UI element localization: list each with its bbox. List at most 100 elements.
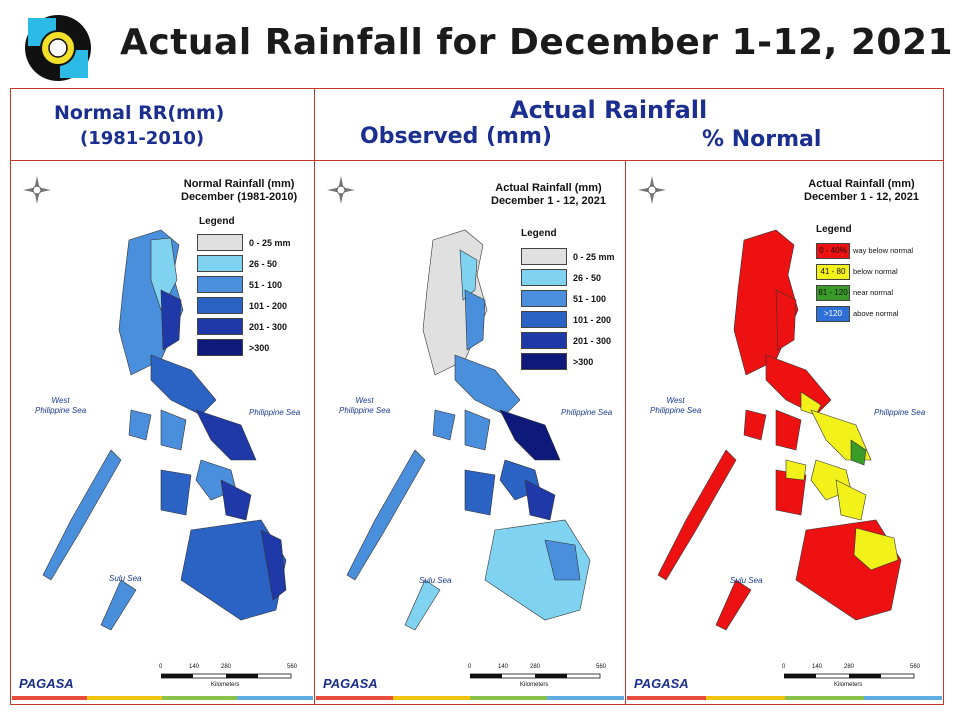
percent-map-title-line1: Actual Rainfall (mm): [808, 178, 915, 190]
normal-rr-label: Normal RR(mm): [54, 102, 225, 124]
legend-item: 51 - 100: [521, 288, 615, 309]
normal-rainfall-map: Normal Rainfall (mm) December (1981-2010…: [11, 160, 314, 700]
legend-swatch: [197, 276, 243, 293]
percent-map-title-line2: December 1 - 12, 2021: [804, 191, 919, 203]
normal-map-title: Normal Rainfall (mm) December (1981-2010…: [181, 178, 297, 204]
legend-item: 51 - 100: [197, 274, 291, 295]
legend-item: 101 - 200: [197, 295, 291, 316]
legend-swatch: [197, 255, 243, 272]
legend-label: 0 - 25 mm: [573, 251, 615, 262]
observed-label: Observed (mm): [360, 124, 552, 149]
scale-tick-560: 560: [910, 664, 921, 670]
philippine-sea-label: Philippine Sea: [249, 408, 301, 417]
scale-bar: [161, 673, 292, 679]
scale-tick-140: 140: [812, 664, 823, 670]
legend-swatch: [521, 248, 567, 265]
legend-label: 101 - 200: [573, 314, 612, 325]
legend-label: 101 - 200: [249, 300, 288, 311]
west-sea-line2: Philippine Sea: [339, 406, 391, 415]
compass-icon: [638, 176, 666, 204]
scale-tick-280: 280: [844, 664, 855, 670]
legend-item: 26 - 50: [521, 267, 615, 288]
legend-swatch: [521, 353, 567, 370]
actual-rainfall-label: Actual Rainfall: [510, 96, 708, 124]
observed-map-title-line2: December 1 - 12, 2021: [491, 195, 606, 207]
scale-tick-0: 0: [782, 664, 786, 670]
west-sea-line1: West: [51, 396, 70, 405]
scale-bar: [470, 673, 601, 679]
scale-tick-0: 0: [159, 664, 163, 670]
philippines-map-shape: [42, 229, 287, 631]
legend-swatch: [197, 234, 243, 251]
west-sea-line1: West: [666, 396, 685, 405]
legend-item: 81 - 120 near normal: [816, 282, 913, 303]
sulu-sea-label: Sulu Sea: [730, 576, 763, 585]
west-philippine-sea-label: West Philippine Sea: [650, 396, 701, 416]
scale-unit: Kilometers: [520, 682, 549, 688]
legend-item: 0 - 25 mm: [197, 232, 291, 253]
observed-map-title-line1: Actual Rainfall (mm): [495, 182, 602, 194]
sulu-sea-label: Sulu Sea: [419, 576, 452, 585]
scale-tick-560: 560: [596, 664, 607, 670]
normal-period-label: (1981-2010): [80, 128, 205, 149]
scale-bar: [784, 673, 915, 679]
compass-icon: [327, 176, 355, 204]
legend-label: way below normal: [853, 246, 914, 255]
legend-swatch: 81 - 120: [816, 284, 850, 301]
philippines-map-shape: [346, 229, 591, 631]
percent-map-title: Actual Rainfall (mm) December 1 - 12, 20…: [804, 178, 919, 204]
page-title: Actual Rainfall for December 1-12, 2021: [120, 22, 954, 63]
legend-label: >300: [573, 356, 594, 367]
legend-swatch: [197, 318, 243, 335]
west-philippine-sea-label: West Philippine Sea: [339, 396, 390, 416]
west-sea-line2: Philippine Sea: [35, 406, 87, 415]
legend-label: above normal: [853, 309, 899, 318]
legend-item: >300: [197, 337, 291, 358]
observed-rainfall-map: Actual Rainfall (mm) December 1 - 12, 20…: [315, 160, 625, 700]
legend-swatch: [521, 332, 567, 349]
legend-label: near normal: [853, 288, 894, 297]
percent-legend: 0 - 40% way below normal 41 - 80 below nor…: [816, 240, 913, 324]
philippine-sea-label: Philippine Sea: [561, 408, 613, 417]
pagasa-logo-icon: [25, 15, 91, 81]
compass-icon: [23, 176, 51, 204]
scale-tick-280: 280: [221, 664, 232, 670]
philippine-sea-label: Philippine Sea: [874, 408, 926, 417]
philippines-map-shape: [657, 229, 902, 631]
pagasa-brand: PAGASA: [19, 676, 74, 691]
observed-legend: 0 - 25 mm 26 - 50 51 - 100 101 - 200 201…: [521, 246, 615, 372]
legend-item: 101 - 200: [521, 309, 615, 330]
legend-swatch: [521, 290, 567, 307]
legend-label: 0 - 25 mm: [249, 237, 291, 248]
legend-label: 26 - 50: [249, 258, 278, 269]
sulu-sea-label: Sulu Sea: [109, 574, 142, 583]
normal-legend-title: Legend: [199, 216, 235, 227]
scale-tick-560: 560: [287, 664, 298, 670]
legend-swatch: [197, 297, 243, 314]
legend-label: >300: [249, 342, 270, 353]
legend-swatch: 41 - 80: [816, 263, 850, 280]
legend-label: 26 - 50: [573, 272, 602, 283]
west-sea-line2: Philippine Sea: [650, 406, 702, 415]
normal-map-title-line2: December (1981-2010): [181, 191, 298, 203]
legend-label: 201 - 300: [249, 321, 288, 332]
legend-swatch: >120: [816, 305, 850, 322]
legend-item: 0 - 40% way below normal: [816, 240, 913, 261]
legend-label: 51 - 100: [249, 279, 283, 290]
legend-item: >120 above normal: [816, 303, 913, 324]
percent-panel-frame: [625, 160, 944, 705]
legend-item: >300: [521, 351, 615, 372]
legend-swatch: [521, 311, 567, 328]
scale-unit: Kilometers: [211, 682, 240, 688]
legend-swatch: [521, 269, 567, 286]
percent-normal-map: Actual Rainfall (mm) December 1 - 12, 20…: [626, 160, 943, 700]
legend-item: 201 - 300: [197, 316, 291, 337]
observed-legend-title: Legend: [521, 228, 557, 239]
scale-tick-0: 0: [468, 664, 472, 670]
normal-legend: 0 - 25 mm 26 - 50 51 - 100 101 - 200 201…: [197, 232, 291, 358]
legend-swatch: 0 - 40%: [816, 242, 850, 259]
normal-header-box: [10, 88, 315, 161]
pagasa-brand: PAGASA: [634, 676, 689, 691]
scale-tick-140: 140: [498, 664, 509, 670]
percent-legend-title: Legend: [816, 224, 852, 235]
